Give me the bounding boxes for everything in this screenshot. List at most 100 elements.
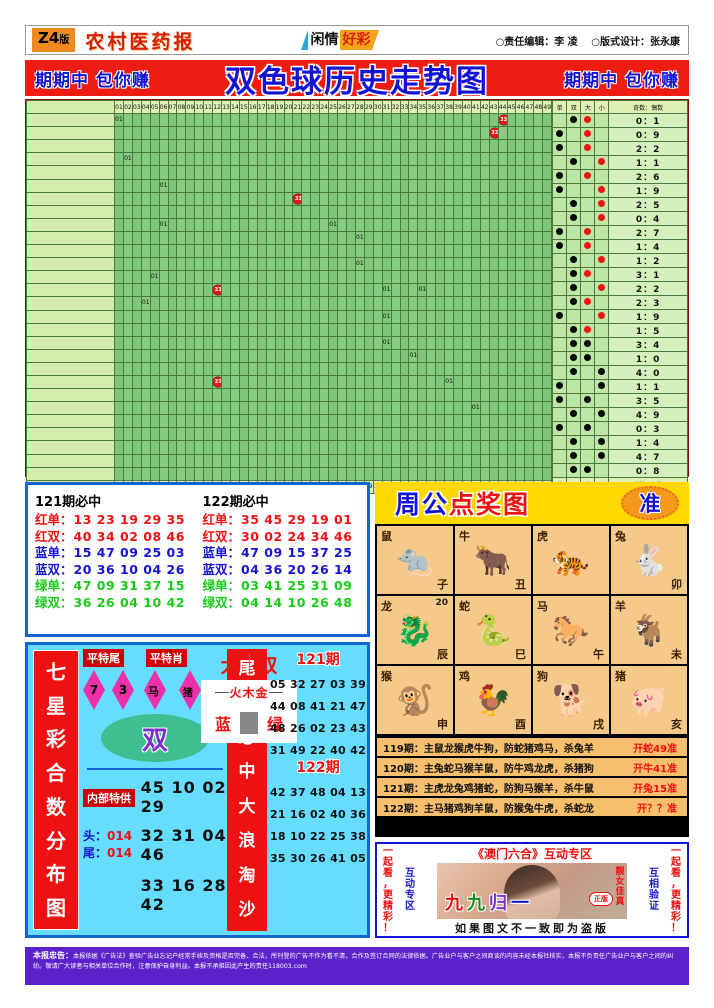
grid-cell[interactable] <box>265 296 276 311</box>
grid-cell[interactable] <box>381 113 392 128</box>
grid-cell[interactable] <box>363 230 374 246</box>
grid-cell[interactable] <box>506 217 517 232</box>
grid-cell[interactable] <box>292 296 303 311</box>
grid-cell[interactable] <box>515 361 526 376</box>
grid-cell[interactable] <box>194 244 205 259</box>
grid-cell[interactable] <box>203 348 214 363</box>
grid-cell[interactable] <box>470 244 481 259</box>
grid-cell[interactable] <box>524 348 535 363</box>
grid-cell[interactable] <box>292 361 303 376</box>
grid-cell[interactable] <box>131 335 142 350</box>
grid-cell[interactable] <box>390 466 401 481</box>
grid-cell[interactable] <box>363 139 374 154</box>
grid-cell[interactable] <box>515 191 526 206</box>
grid-cell[interactable] <box>345 348 356 363</box>
grid-cell[interactable] <box>453 453 463 468</box>
grid-cell[interactable] <box>345 453 356 468</box>
grid-cell[interactable] <box>399 296 410 311</box>
grid-cell[interactable] <box>158 388 169 403</box>
grid-cell[interactable] <box>194 348 205 363</box>
grid-cell[interactable] <box>203 165 214 180</box>
grid-cell[interactable] <box>167 440 178 455</box>
grid-cell[interactable] <box>140 309 151 324</box>
grid-cell[interactable] <box>114 414 124 429</box>
grid-cell[interactable] <box>515 126 526 141</box>
grid-cell[interactable] <box>390 361 401 376</box>
grid-cell[interactable] <box>114 348 124 363</box>
grid-cell[interactable] <box>435 217 446 232</box>
grid-cell[interactable] <box>399 414 410 429</box>
grid-cell[interactable] <box>176 348 187 363</box>
grid-cell[interactable] <box>390 283 401 298</box>
grid-cell[interactable] <box>203 217 214 232</box>
grid-cell[interactable] <box>533 374 544 390</box>
grid-cell[interactable] <box>221 191 231 206</box>
grid-cell[interactable] <box>542 361 553 376</box>
grid-cell[interactable] <box>363 217 374 232</box>
grid-cell[interactable] <box>453 257 463 272</box>
grid-cell[interactable] <box>122 414 133 429</box>
grid-cell[interactable] <box>194 217 205 232</box>
grid-cell[interactable] <box>265 204 276 219</box>
grid-cell[interactable] <box>158 257 169 272</box>
grid-cell[interactable] <box>479 414 490 429</box>
grid-cell[interactable] <box>497 440 508 455</box>
grid-cell[interactable] <box>506 361 517 376</box>
grid-cell[interactable] <box>176 217 187 232</box>
grid-cell[interactable] <box>274 348 285 363</box>
grid-cell[interactable] <box>444 178 455 193</box>
grid-cell[interactable] <box>247 217 258 232</box>
grid-cell[interactable] <box>122 335 133 350</box>
grid-cell[interactable] <box>453 152 463 167</box>
grid-cell[interactable] <box>444 244 455 259</box>
grid-cell[interactable] <box>363 374 374 390</box>
grid-cell[interactable] <box>149 414 160 429</box>
grid-cell[interactable] <box>372 113 383 128</box>
grid-cell[interactable] <box>301 139 312 154</box>
grid-cell[interactable] <box>399 283 410 298</box>
grid-cell[interactable] <box>265 453 276 468</box>
grid-cell[interactable] <box>363 361 374 376</box>
grid-cell[interactable] <box>497 296 508 311</box>
grid-cell[interactable] <box>122 361 133 376</box>
grid-cell[interactable] <box>256 348 267 363</box>
grid-cell[interactable] <box>185 453 196 468</box>
grid-cell[interactable] <box>461 348 472 363</box>
grid-cell[interactable] <box>185 113 196 128</box>
grid-cell[interactable] <box>328 152 339 167</box>
grid-cell[interactable] <box>435 401 446 416</box>
grid-cell[interactable] <box>399 165 410 180</box>
grid-cell[interactable] <box>461 230 472 246</box>
grid-cell[interactable] <box>363 152 374 167</box>
grid-cell[interactable] <box>461 113 472 128</box>
grid-cell[interactable] <box>399 244 410 259</box>
grid-cell[interactable] <box>283 244 294 259</box>
grid-cell[interactable] <box>221 165 231 180</box>
grid-cell[interactable] <box>149 466 160 481</box>
grid-cell[interactable] <box>238 244 249 259</box>
grid-cell[interactable] <box>524 335 535 350</box>
grid-cell[interactable] <box>167 322 178 337</box>
grid-cell[interactable] <box>453 414 463 429</box>
grid-cell[interactable] <box>292 204 303 219</box>
grid-cell[interactable] <box>140 230 151 246</box>
grid-cell[interactable] <box>354 296 365 311</box>
grid-cell[interactable] <box>426 322 437 337</box>
grid-cell[interactable] <box>319 113 330 128</box>
grid-cell[interactable] <box>256 204 267 219</box>
grid-cell[interactable] <box>354 165 365 180</box>
grid-cell[interactable] <box>203 283 214 298</box>
grid-cell[interactable] <box>506 401 517 416</box>
grid-cell[interactable] <box>140 335 151 350</box>
grid-cell[interactable] <box>238 217 249 232</box>
grid-cell[interactable] <box>426 440 437 455</box>
grid-cell[interactable] <box>515 230 526 246</box>
grid-cell[interactable] <box>319 244 330 259</box>
grid-cell[interactable] <box>408 126 419 141</box>
grid-cell[interactable] <box>283 178 294 193</box>
grid-cell[interactable] <box>542 283 553 298</box>
grid-cell[interactable]: 33 <box>212 283 223 298</box>
grid-cell[interactable] <box>256 361 267 376</box>
grid-cell[interactable] <box>265 257 276 272</box>
grid-cell[interactable] <box>453 191 463 206</box>
